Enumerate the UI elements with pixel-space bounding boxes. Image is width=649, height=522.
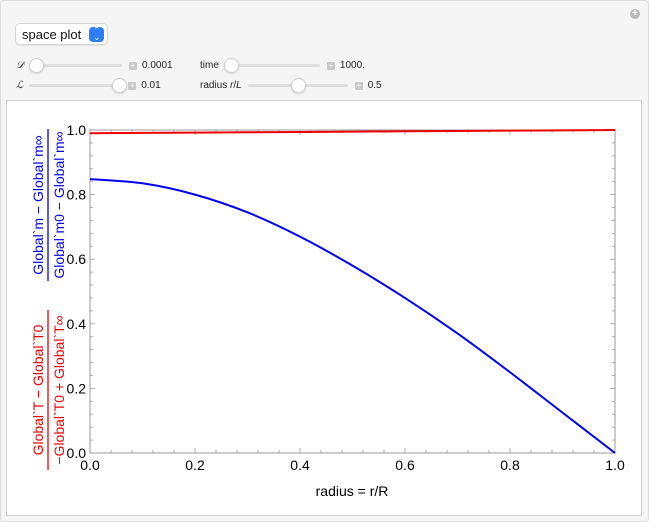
series-line-1 <box>89 129 616 135</box>
slider-label: 𝒟 <box>16 60 24 71</box>
plot-panel <box>6 100 642 516</box>
expand-icon[interactable]: + <box>326 60 335 70</box>
slider-L-control: ℒ + 0.01 <box>16 78 161 93</box>
ylabel-blue-numerator: Global`m − Global`m∞ <box>30 135 46 275</box>
ylabel-red-numerator: Global`T − Global`T0 <box>30 324 46 455</box>
ylabel-red: Global`T − Global`T0 −Global`T0 + Global… <box>30 310 67 470</box>
slider-D[interactable] <box>28 58 122 73</box>
expand-icon[interactable]: + <box>354 80 363 90</box>
ylabel-red-denominator: −Global`T0 + Global`T∞ <box>51 315 67 464</box>
slider-time-control: time + 1000. <box>200 58 365 73</box>
slider-thumb[interactable] <box>290 78 306 93</box>
slider-radius[interactable] <box>247 78 348 93</box>
expand-icon[interactable]: + <box>128 60 137 70</box>
slider-value: 0.0001 <box>141 60 173 71</box>
add-icon[interactable]: + <box>630 9 640 19</box>
x-axis-label: radius = r/R <box>316 483 389 499</box>
slider-label: ℒ <box>16 80 24 91</box>
x-tick-label: 1.0 <box>605 457 625 473</box>
axes <box>89 129 616 454</box>
y-tick-label: 1.0 <box>67 122 87 138</box>
slider-time[interactable] <box>223 58 320 73</box>
data-series <box>89 129 616 454</box>
x-tick-label: 0.2 <box>185 457 205 473</box>
tick-labels: 0.0 0.2 0.4 0.6 0.8 1.0 0.0 0.2 0.4 0.6 0.8 1.0 <box>67 122 625 473</box>
plot-type-select[interactable]: space plot ⌃ ⌄ <box>15 23 109 45</box>
chevron-updown-icon: ⌃ ⌄ <box>89 26 105 42</box>
slider-L[interactable] <box>29 78 128 93</box>
x-tick-label: 0.8 <box>500 457 520 473</box>
slider-thumb[interactable] <box>223 58 239 73</box>
slider-label: radius r/L <box>200 80 242 91</box>
y-tick-label: 0.6 <box>67 251 87 267</box>
series-line-0 <box>89 178 616 454</box>
slider-value: 1000. <box>339 60 365 71</box>
slider-thumb[interactable] <box>112 78 128 93</box>
slider-radius-control: radius r/L + 0.5 <box>200 78 382 93</box>
tick-marks <box>89 129 616 454</box>
ylabel-blue: Global`m − Global`m∞ Global`m0 − Global`… <box>30 129 67 281</box>
x-tick-label: 0.4 <box>290 457 310 473</box>
slider-value: 0.5 <box>367 80 382 91</box>
y-tick-label: 0.4 <box>67 316 87 332</box>
slider-thumb[interactable] <box>28 58 44 73</box>
expand-icon[interactable]: + <box>128 80 137 90</box>
x-tick-label: 0.6 <box>395 457 415 473</box>
slider-D-control: 𝒟 + 0.0001 <box>16 58 173 73</box>
x-tick-label: 0.0 <box>80 457 100 473</box>
y-tick-label: 0.2 <box>67 380 87 396</box>
ylabel-blue-denominator: Global`m0 − Global`m∞ <box>51 131 67 278</box>
y-tick-label: 0.8 <box>67 187 87 203</box>
slider-label: time <box>200 60 219 71</box>
y-tick-label: 0.0 <box>67 445 87 461</box>
plot-type-value: space plot <box>22 26 82 42</box>
slider-value: 0.01 <box>141 80 161 91</box>
